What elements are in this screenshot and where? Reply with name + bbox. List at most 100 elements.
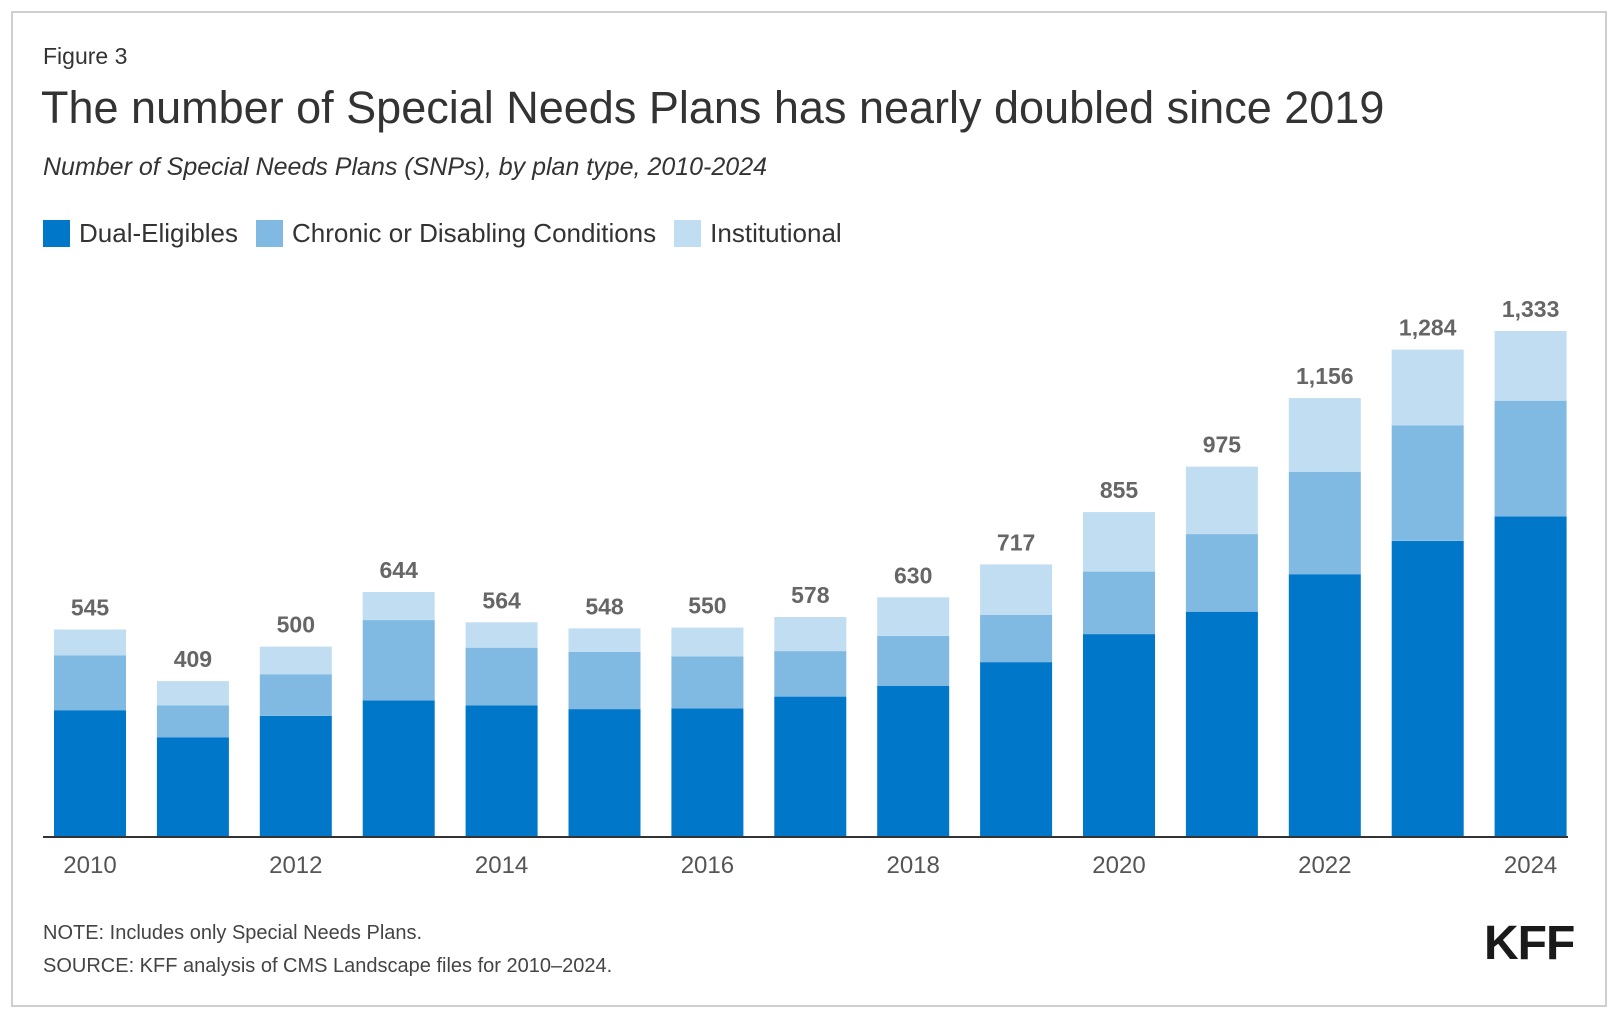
bar-dual-eligibles-2019 <box>980 662 1053 836</box>
total-label-2013: 644 <box>380 557 419 583</box>
x-tick-label-2020: 2020 <box>1092 852 1145 879</box>
bar-chronic-2024 <box>1494 400 1567 517</box>
bar-dual-eligibles-2018 <box>877 686 950 836</box>
bar-dual-eligibles-2015 <box>568 709 641 836</box>
total-label-2019: 717 <box>997 529 1035 555</box>
bar-dual-eligibles-2010 <box>54 710 126 836</box>
bar-chronic-2023 <box>1391 425 1464 541</box>
chart-title: The number of Special Needs Plans has ne… <box>41 82 1385 133</box>
total-label-2011: 409 <box>174 646 212 672</box>
bar-group-2022 <box>1288 398 1361 836</box>
bar-institutional-2019 <box>980 564 1053 615</box>
figure-frame <box>11 11 1607 1007</box>
total-label-2017: 578 <box>791 582 830 608</box>
legend-swatch-institutional <box>674 220 702 247</box>
source-text: SOURCE: KFF analysis of CMS Landscape fi… <box>43 955 613 977</box>
bar-chronic-2014 <box>465 647 538 706</box>
total-label-2012: 500 <box>277 612 315 638</box>
bar-chronic-2015 <box>568 651 641 710</box>
bar-chronic-2017 <box>774 651 847 697</box>
bar-group-2017 <box>774 617 847 836</box>
bar-chronic-2012 <box>259 674 332 716</box>
bar-institutional-2016 <box>671 627 744 657</box>
legend-swatch-chronic <box>255 220 283 247</box>
total-label-2021: 975 <box>1203 432 1242 458</box>
total-label-2024: 1,333 <box>1502 296 1560 322</box>
bar-chronic-2013 <box>362 620 435 701</box>
x-tick-label-2016: 2016 <box>681 852 734 879</box>
total-label-2010: 545 <box>71 595 110 621</box>
bar-group-2020 <box>1083 512 1155 836</box>
total-label-2015: 548 <box>585 593 624 619</box>
total-label-2016: 550 <box>688 593 726 619</box>
bar-dual-eligibles-2022 <box>1288 574 1361 836</box>
x-tick-label-2012: 2012 <box>269 852 322 879</box>
bar-group-2013 <box>362 592 435 836</box>
x-tick-label-2024: 2024 <box>1504 852 1557 879</box>
legend-label-institutional: Institutional <box>710 218 842 248</box>
bar-group-2019 <box>980 564 1053 836</box>
bar-group-2014 <box>465 622 538 836</box>
kff-logo: KFF <box>1484 917 1575 970</box>
bar-dual-eligibles-2024 <box>1494 516 1567 836</box>
bar-institutional-2021 <box>1185 466 1258 534</box>
bar-institutional-2024 <box>1494 331 1567 401</box>
chart-subtitle: Number of Special Needs Plans (SNPs), by… <box>43 153 767 181</box>
legend-label-dual-eligibles: Dual-Eligibles <box>79 218 238 248</box>
bar-dual-eligibles-2017 <box>774 696 847 836</box>
figure-label: Figure 3 <box>43 43 128 69</box>
legend-item-institutional: Institutional <box>674 218 842 249</box>
bar-institutional-2014 <box>465 622 538 648</box>
total-label-2014: 564 <box>482 587 521 613</box>
bar-chronic-2011 <box>156 705 229 738</box>
bar-institutional-2015 <box>568 628 641 652</box>
bar-dual-eligibles-2020 <box>1083 634 1155 836</box>
bar-institutional-2018 <box>877 597 950 636</box>
bar-group-2015 <box>568 628 641 836</box>
bar-group-2016 <box>671 627 744 836</box>
bar-group-2023 <box>1391 349 1464 836</box>
bar-group-2018 <box>877 597 950 836</box>
bar-group-2010 <box>54 629 126 836</box>
bar-chronic-2022 <box>1288 471 1361 575</box>
bar-institutional-2020 <box>1083 512 1155 572</box>
bar-chronic-2019 <box>980 614 1053 663</box>
total-label-2020: 855 <box>1100 477 1139 503</box>
bar-institutional-2022 <box>1288 398 1361 472</box>
bar-dual-eligibles-2023 <box>1391 540 1464 836</box>
bar-dual-eligibles-2021 <box>1185 611 1258 836</box>
bar-group-2012 <box>259 646 332 836</box>
bar-dual-eligibles-2014 <box>465 705 538 836</box>
bar-institutional-2013 <box>362 592 435 620</box>
bar-dual-eligibles-2011 <box>156 737 229 836</box>
legend-swatch-dual-eligibles <box>43 220 70 247</box>
bar-dual-eligibles-2012 <box>259 715 332 836</box>
bar-institutional-2011 <box>156 681 229 706</box>
bar-group-2021 <box>1185 466 1258 836</box>
bar-institutional-2010 <box>54 629 126 656</box>
bar-chronic-2016 <box>671 656 744 709</box>
bar-chronic-2010 <box>54 655 126 711</box>
x-tick-label-2010: 2010 <box>63 852 116 879</box>
x-tick-label-2018: 2018 <box>887 852 940 879</box>
bar-dual-eligibles-2013 <box>362 700 435 836</box>
bar-institutional-2023 <box>1391 349 1464 426</box>
bar-chronic-2021 <box>1185 534 1258 612</box>
bar-chronic-2018 <box>877 636 950 686</box>
bar-group-2011 <box>156 681 229 836</box>
x-tick-label-2014: 2014 <box>475 852 528 879</box>
total-label-2022: 1,156 <box>1296 363 1354 389</box>
bar-institutional-2012 <box>259 646 332 675</box>
note-text: NOTE: Includes only Special Needs Plans. <box>43 922 423 944</box>
bar-institutional-2017 <box>774 617 847 652</box>
bar-group-2024 <box>1494 331 1567 836</box>
total-label-2023: 1,284 <box>1399 315 1457 341</box>
legend: Dual-Eligibles Chronic or Disabling Cond… <box>43 218 860 249</box>
legend-label-chronic: Chronic or Disabling Conditions <box>291 218 657 248</box>
legend-item-chronic: Chronic or Disabling Conditions <box>255 218 657 249</box>
total-label-2018: 630 <box>894 562 932 588</box>
x-tick-label-2022: 2022 <box>1298 852 1351 879</box>
legend-item-dual-eligibles: Dual-Eligibles <box>43 218 238 249</box>
bar-chronic-2020 <box>1083 571 1155 635</box>
